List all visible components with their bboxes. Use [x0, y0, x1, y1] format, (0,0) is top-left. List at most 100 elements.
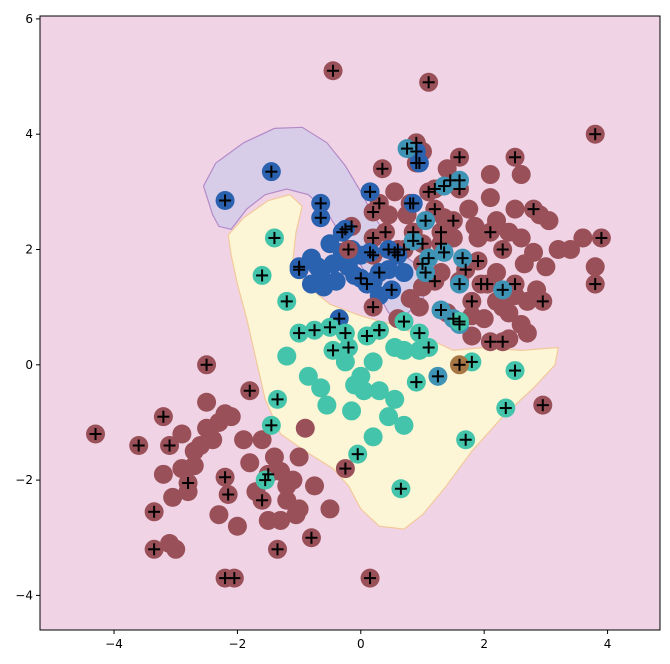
- plus-marker: [379, 226, 392, 239]
- plus-marker: [219, 471, 232, 484]
- maroon-point: [203, 430, 223, 450]
- plus-marker: [453, 151, 466, 164]
- maroon-point: [227, 516, 247, 536]
- plus-marker: [453, 278, 466, 291]
- plus-marker: [280, 295, 293, 308]
- maroon-point: [536, 257, 556, 277]
- plus-marker: [243, 384, 256, 397]
- plus-marker: [407, 234, 420, 247]
- plot-frame: [39, 15, 661, 631]
- x-tick-label: −2: [229, 637, 247, 651]
- maroon-point: [459, 199, 479, 219]
- plus-marker: [484, 226, 497, 239]
- plus-marker: [536, 399, 549, 412]
- maroon-point: [264, 447, 284, 467]
- plus-marker: [293, 327, 306, 340]
- plus-marker: [465, 295, 478, 308]
- plus-marker: [376, 162, 389, 175]
- maroon-point: [499, 222, 519, 242]
- plus-marker: [373, 324, 386, 337]
- plus-marker: [401, 142, 414, 155]
- maroon-point: [160, 534, 180, 554]
- teal-point: [385, 389, 405, 409]
- plus-marker: [327, 344, 340, 357]
- plus-marker: [228, 572, 241, 585]
- plus-marker: [367, 231, 380, 244]
- x-tick-label: 4: [604, 637, 612, 651]
- plus-marker: [459, 263, 472, 276]
- plus-marker: [265, 165, 278, 178]
- plus-marker: [163, 439, 176, 452]
- teal-point: [363, 427, 383, 447]
- plus-marker: [407, 197, 420, 210]
- plus-marker: [308, 324, 321, 337]
- plus-marker: [428, 182, 441, 195]
- plus-marker: [200, 358, 213, 371]
- maroon-point: [385, 182, 405, 202]
- y-tick-label: 4: [25, 127, 33, 141]
- plus-marker: [323, 321, 336, 334]
- plus-marker: [354, 272, 367, 285]
- maroon-point: [320, 499, 340, 519]
- plus-marker: [447, 312, 460, 325]
- plus-marker: [219, 194, 232, 207]
- maroon-point: [289, 447, 309, 467]
- y-tick-label: −2: [15, 473, 33, 487]
- plus-marker: [222, 488, 235, 501]
- plus-marker: [536, 295, 549, 308]
- maroon-point: [573, 228, 593, 248]
- maroon-point: [505, 199, 525, 219]
- plus-marker: [364, 572, 377, 585]
- maroon-point: [295, 418, 315, 438]
- plus-marker: [589, 278, 602, 291]
- teal-point: [379, 407, 399, 427]
- teal-point: [311, 378, 331, 398]
- teal-point: [277, 346, 297, 366]
- maroon-point: [163, 487, 183, 507]
- y-tick-label: 6: [25, 12, 33, 26]
- y-tick-label: 0: [25, 358, 33, 372]
- plus-marker: [481, 278, 494, 291]
- plus-marker: [360, 329, 373, 342]
- plus-marker: [385, 283, 398, 296]
- plus-marker: [431, 370, 444, 383]
- plus-marker: [373, 266, 386, 279]
- maroon-point: [539, 211, 559, 231]
- plus-marker: [339, 223, 352, 236]
- plus-marker: [438, 180, 451, 193]
- plus-marker: [391, 249, 404, 262]
- maroon-point: [209, 505, 229, 525]
- plus-marker: [397, 315, 410, 328]
- maroon-point: [499, 303, 519, 323]
- plus-marker: [422, 185, 435, 198]
- plus-marker: [422, 252, 435, 265]
- plus-marker: [484, 335, 497, 348]
- plus-marker: [422, 76, 435, 89]
- plus-marker: [595, 231, 608, 244]
- plus-marker: [496, 335, 509, 348]
- plus-marker: [89, 427, 102, 440]
- plus-marker: [132, 439, 145, 452]
- plus-marker: [453, 358, 466, 371]
- blue-point: [301, 274, 321, 294]
- plus-marker: [327, 64, 340, 77]
- plus-marker: [413, 327, 426, 340]
- plus-marker: [472, 255, 485, 268]
- plus-marker: [428, 203, 441, 216]
- plus-marker: [496, 243, 509, 256]
- plus-markers: [89, 64, 608, 585]
- plus-marker: [373, 197, 386, 210]
- plus-marker: [271, 393, 284, 406]
- plus-marker: [360, 278, 373, 291]
- plus-marker: [428, 275, 441, 288]
- teal-point: [363, 352, 383, 372]
- teal-point: [298, 366, 318, 386]
- plus-marker: [339, 327, 352, 340]
- plus-marker: [416, 237, 429, 250]
- plus-marker: [410, 376, 423, 389]
- plus-marker: [351, 448, 364, 461]
- plus-marker: [509, 151, 522, 164]
- plus-marker: [333, 312, 346, 325]
- plus-marker: [157, 410, 170, 423]
- maroon-point: [514, 254, 534, 274]
